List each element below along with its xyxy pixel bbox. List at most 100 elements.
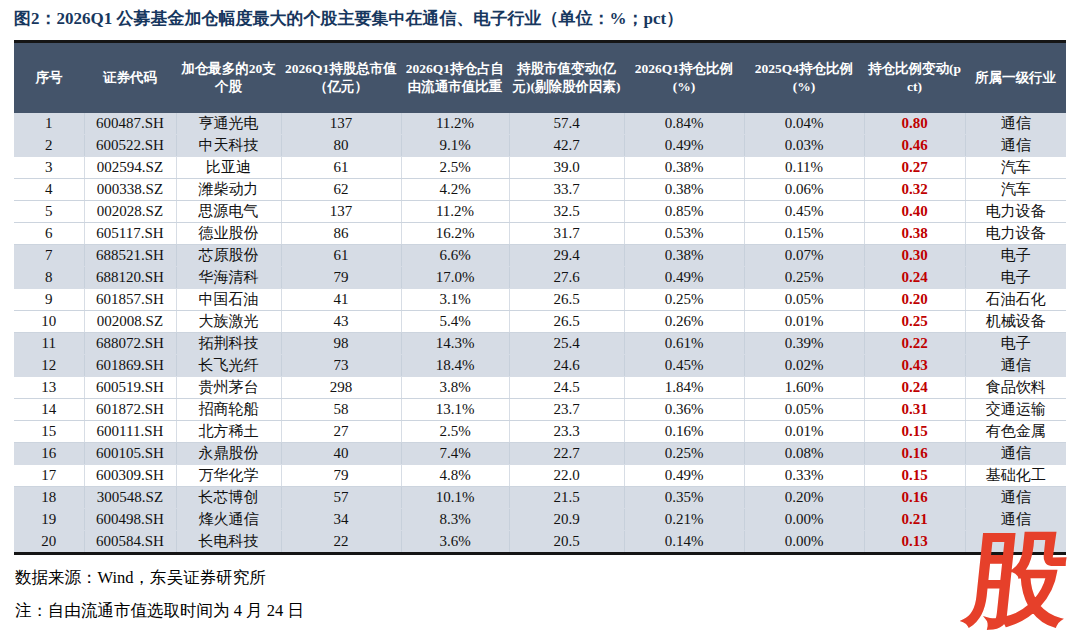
cell-q4_pct: 0.02% [744,355,864,377]
cell-change_pct: 0.40 [864,201,965,223]
table-header: 序号证券代码加仓最多的20支个股2026Q1持股总市值（亿元）2026Q1持仓占… [14,42,1066,114]
cell-no: 19 [14,509,84,531]
cell-q4_pct: 0.33% [744,465,864,487]
table-row: 16600105.SH永鼎股份407.4%22.70.25%0.08%0.16通… [14,443,1066,465]
cell-change_pct: 0.27 [864,157,965,179]
cell-mktcap: 137 [281,201,401,223]
table-row: 11688072.SH拓荆科技9814.3%25.40.61%0.39%0.22… [14,333,1066,355]
cell-change_pct: 0.20 [864,289,965,311]
cell-code: 600584.SH [84,531,176,554]
cell-name: 北方稀土 [176,421,281,443]
cell-name: 招商轮船 [176,399,281,421]
cell-no: 10 [14,311,84,333]
cell-mktcap: 137 [281,113,401,135]
col-header-mv_change: 持股市值变动(亿元)(剔除股价因素) [509,42,624,114]
cell-q4_pct: 0.08% [744,443,864,465]
cell-industry: 石油石化 [965,289,1066,311]
cell-q4_pct: 0.25% [744,267,864,289]
col-header-mktcap: 2026Q1持股总市值（亿元） [281,42,401,114]
cell-free_float_pct: 2.5% [401,157,509,179]
cell-code: 300548.SZ [84,487,176,509]
cell-mv_change: 29.4 [509,245,624,267]
cell-code: 600309.SH [84,465,176,487]
cell-code: 600522.SH [84,135,176,157]
cell-industry: 有色金属 [965,421,1066,443]
cell-q4_pct: 0.20% [744,487,864,509]
cell-code: 002594.SZ [84,157,176,179]
cell-mktcap: 79 [281,465,401,487]
table-row: 7688521.SH芯原股份616.6%29.40.38%0.07%0.30电子 [14,245,1066,267]
cell-code: 000338.SZ [84,179,176,201]
cell-name: 芯原股份 [176,245,281,267]
cell-mv_change: 24.5 [509,377,624,399]
cell-code: 600487.SH [84,113,176,135]
cell-mktcap: 73 [281,355,401,377]
table-row: 6605117.SH德业股份8616.2%31.70.53%0.15%0.38电… [14,223,1066,245]
cell-free_float_pct: 4.2% [401,179,509,201]
cell-change_pct: 0.31 [864,399,965,421]
col-header-q4_pct: 2025Q4持仓比例(%) [744,42,864,114]
cell-no: 14 [14,399,84,421]
cell-change_pct: 0.16 [864,443,965,465]
cell-mv_change: 22.0 [509,465,624,487]
cell-q4_pct: 0.45% [744,201,864,223]
cell-mv_change: 20.9 [509,509,624,531]
cell-industry: 通信 [965,113,1066,135]
cell-code: 688120.SH [84,267,176,289]
cell-q4_pct: 0.07% [744,245,864,267]
cell-mv_change: 20.5 [509,531,624,554]
cell-mktcap: 61 [281,157,401,179]
cell-q1_pct: 0.38% [624,157,744,179]
cell-no: 6 [14,223,84,245]
cell-industry: 食品饮料 [965,377,1066,399]
cell-industry: 电子 [965,267,1066,289]
cell-mv_change: 24.6 [509,355,624,377]
cell-mktcap: 98 [281,333,401,355]
cell-no: 2 [14,135,84,157]
table-row: 14601872.SH招商轮船5813.1%23.70.36%0.05%0.31… [14,399,1066,421]
cell-q4_pct: 0.00% [744,509,864,531]
footnote: 注：自由流通市值选取时间为 4 月 24 日 [15,600,304,622]
cell-industry: 汽车 [965,157,1066,179]
cell-mktcap: 57 [281,487,401,509]
cell-change_pct: 0.25 [864,311,965,333]
cell-mktcap: 58 [281,399,401,421]
cell-q4_pct: 0.15% [744,223,864,245]
table-row: 9601857.SH中国石油413.1%26.50.25%0.05%0.20石油… [14,289,1066,311]
cell-name: 拓荆科技 [176,333,281,355]
cell-name: 长电科技 [176,531,281,554]
col-header-free_float_pct: 2026Q1持仓占自由流通市值比重 [401,42,509,114]
cell-q1_pct: 0.45% [624,355,744,377]
cell-free_float_pct: 5.4% [401,311,509,333]
cell-q1_pct: 1.84% [624,377,744,399]
table-row: 8688120.SH华海清科7917.0%27.60.49%0.25%0.24电… [14,267,1066,289]
cell-mktcap: 43 [281,311,401,333]
cell-change_pct: 0.38 [864,223,965,245]
cell-mv_change: 21.5 [509,487,624,509]
cell-mv_change: 23.3 [509,421,624,443]
cell-q1_pct: 0.61% [624,333,744,355]
cell-industry: 汽车 [965,179,1066,201]
cell-mv_change: 27.6 [509,267,624,289]
cell-code: 601872.SH [84,399,176,421]
cell-name: 比亚迪 [176,157,281,179]
cell-mktcap: 40 [281,443,401,465]
cell-code: 601869.SH [84,355,176,377]
cell-code: 002028.SZ [84,201,176,223]
cell-q4_pct: 0.06% [744,179,864,201]
cell-industry: 基础化工 [965,465,1066,487]
cell-code: 688072.SH [84,333,176,355]
cell-q1_pct: 0.49% [624,267,744,289]
cell-q4_pct: 0.05% [744,289,864,311]
cell-name: 大族激光 [176,311,281,333]
table-row: 4000338.SZ潍柴动力624.2%33.70.38%0.06%0.32汽车 [14,179,1066,201]
table-row: 20600584.SH长电科技223.6%20.50.14%0.00%0.13 [14,531,1066,554]
table-row: 5002028.SZ思源电气13711.2%32.50.85%0.45%0.40… [14,201,1066,223]
cell-name: 亨通光电 [176,113,281,135]
table-row: 19600498.SH烽火通信348.3%20.90.21%0.00%0.21通… [14,509,1066,531]
cell-free_float_pct: 6.6% [401,245,509,267]
cell-change_pct: 0.15 [864,421,965,443]
cell-mv_change: 31.7 [509,223,624,245]
cell-free_float_pct: 3.1% [401,289,509,311]
cell-free_float_pct: 13.1% [401,399,509,421]
